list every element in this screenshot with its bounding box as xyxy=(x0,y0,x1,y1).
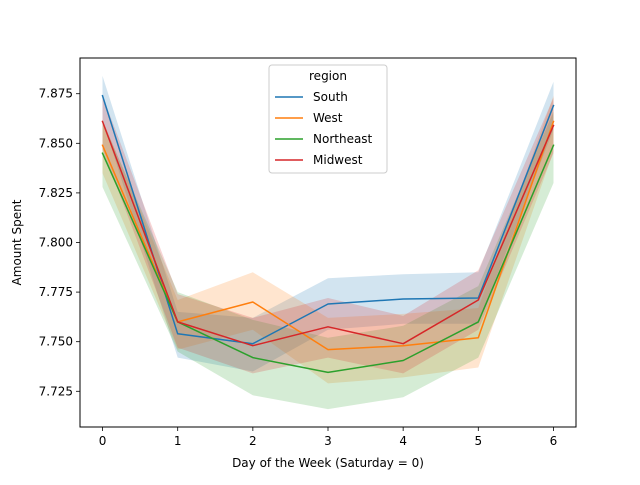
line-midwest xyxy=(101,120,555,347)
x-tick-label: 0 xyxy=(99,434,107,448)
x-tick-label: 2 xyxy=(249,434,257,448)
legend-label-northeast: Northeast xyxy=(313,132,373,146)
band-midwest xyxy=(102,95,554,374)
y-tick-label: 7.850 xyxy=(39,136,73,150)
y-tick-label: 7.875 xyxy=(39,87,73,101)
x-axis-label: Day of the Week (Saturday = 0) xyxy=(232,456,424,470)
legend-label-south: South xyxy=(313,90,348,104)
x-tick-label: 5 xyxy=(474,434,482,448)
legend-box xyxy=(268,64,388,174)
legend-items: South West Northeast Midwest xyxy=(275,90,373,167)
series-lines xyxy=(101,94,555,374)
x-tick-label: 3 xyxy=(324,434,332,448)
band-south xyxy=(102,75,554,372)
legend: region South West Northeast Midwest xyxy=(268,64,388,174)
legend-label-west: West xyxy=(313,111,343,125)
y-axis-label: Amount Spent xyxy=(10,199,24,285)
x-tick-label: 1 xyxy=(174,434,182,448)
band-northeast xyxy=(102,111,554,410)
x-tick-label: 4 xyxy=(399,434,407,448)
x-axis-ticks: 0 1 2 3 4 5 6 xyxy=(99,427,558,448)
y-tick-label: 7.725 xyxy=(39,384,73,398)
y-tick-label: 7.825 xyxy=(39,186,73,200)
y-tick-label: 7.750 xyxy=(39,335,73,349)
y-axis-ticks: 7.725 7.750 7.775 7.800 7.825 7.850 7.875 xyxy=(39,87,80,398)
legend-label-midwest: Midwest xyxy=(313,153,363,167)
x-tick-label: 6 xyxy=(550,434,558,448)
y-tick-label: 7.800 xyxy=(39,236,73,250)
line-south xyxy=(101,94,555,345)
legend-title: region xyxy=(309,69,347,83)
y-tick-label: 7.775 xyxy=(39,285,73,299)
